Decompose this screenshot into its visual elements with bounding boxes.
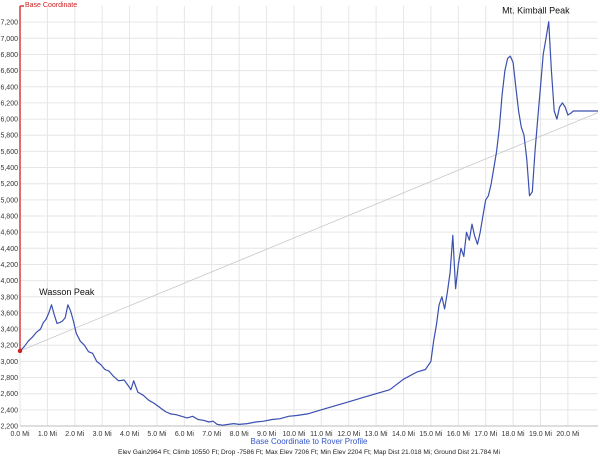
series-layer xyxy=(19,21,599,426)
y-tick-label: 5,400 xyxy=(0,165,18,172)
x-axis-ticks: 0.0 Mi 1.0 Mi 2.0 Mi 3.0 Mi 4.0 Mi 5.0 Mi 6.0 … xyxy=(10,431,579,438)
y-tick-label: 2,400 xyxy=(0,407,18,414)
x-tick-label: 14.0 Mi xyxy=(392,431,415,438)
y-tick-label: 2,600 xyxy=(0,391,18,398)
y-tick-label: 6,400 xyxy=(0,84,18,91)
x-tick-label: 19.0 Mi xyxy=(529,431,552,438)
y-tick-label: 7,200 xyxy=(0,20,18,27)
x-tick-label: 17.0 Mi xyxy=(474,431,497,438)
y-tick-label: 5,800 xyxy=(0,133,18,140)
x-tick-label: 10.0 Mi xyxy=(282,431,305,438)
y-tick-label: 4,000 xyxy=(0,278,18,285)
y-tick-label: 3,800 xyxy=(0,294,18,301)
trend-line xyxy=(19,112,599,352)
x-tick-label: 8.0 Mi xyxy=(230,431,250,438)
x-axis-title: Base Coordinate to Rover Profile xyxy=(251,437,369,446)
y-tick-label: 6,200 xyxy=(0,100,18,107)
x-tick-label: 9.0 Mi xyxy=(257,431,277,438)
annotation-base-coordinate: Base Coordinate xyxy=(25,2,77,9)
x-tick-label: 0.0 Mi xyxy=(10,431,30,438)
y-tick-label: 5,200 xyxy=(0,181,18,188)
grid-layer xyxy=(19,6,598,427)
x-tick-label: 16.0 Mi xyxy=(447,431,470,438)
annotation-wasson-peak: Wasson Peak xyxy=(39,287,95,297)
x-tick-label: 5.0 Mi xyxy=(147,431,167,438)
y-tick-label: 5,000 xyxy=(0,197,18,204)
y-tick-label: 3,400 xyxy=(0,327,18,334)
x-tick-label: 2.0 Mi xyxy=(65,431,85,438)
y-tick-label: 4,800 xyxy=(0,214,18,221)
base-coordinate-point xyxy=(17,348,23,354)
y-tick-label: 6,600 xyxy=(0,68,18,75)
x-tick-label: 15.0 Mi xyxy=(419,431,442,438)
x-tick-label: 7.0 Mi xyxy=(202,431,222,438)
stats-summary: Elev Gain2964 Ft; Climb 10550 Ft; Drop -… xyxy=(118,449,500,456)
y-tick-label: 4,600 xyxy=(0,230,18,237)
elevation-profile-line xyxy=(19,21,598,426)
y-tick-label: 3,600 xyxy=(0,310,18,317)
x-tick-label: 20.0 Mi xyxy=(556,431,579,438)
base-coordinate-marker-layer xyxy=(17,5,24,354)
x-tick-label: 3.0 Mi xyxy=(93,431,113,438)
x-tick-label: 18.0 Mi xyxy=(502,431,525,438)
x-tick-label: 1.0 Mi xyxy=(38,431,58,438)
x-tick-label: 6.0 Mi xyxy=(175,431,195,438)
y-tick-label: 3,200 xyxy=(0,343,18,350)
y-tick-label: 7,000 xyxy=(0,36,18,43)
y-tick-label: 5,600 xyxy=(0,149,18,156)
y-tick-label: 4,400 xyxy=(0,246,18,253)
y-tick-label: 3,000 xyxy=(0,359,18,366)
y-tick-label: 4,200 xyxy=(0,262,18,269)
y-tick-label: 2,200 xyxy=(0,424,18,431)
y-axis-ticks: 2,200 2,400 2,600 2,800 3,000 3,200 3,400 3,600… xyxy=(0,20,18,431)
y-tick-label: 6,000 xyxy=(0,117,18,124)
x-tick-label: 12.0 Mi xyxy=(337,431,360,438)
y-tick-label: 6,800 xyxy=(0,52,18,59)
annotation-mt-kimball-peak: Mt. Kimball Peak xyxy=(502,6,570,16)
x-tick-label: 4.0 Mi xyxy=(120,431,140,438)
x-tick-label: 13.0 Mi xyxy=(365,431,388,438)
y-tick-label: 2,800 xyxy=(0,375,18,382)
x-tick-label: 11.0 Mi xyxy=(310,431,333,438)
